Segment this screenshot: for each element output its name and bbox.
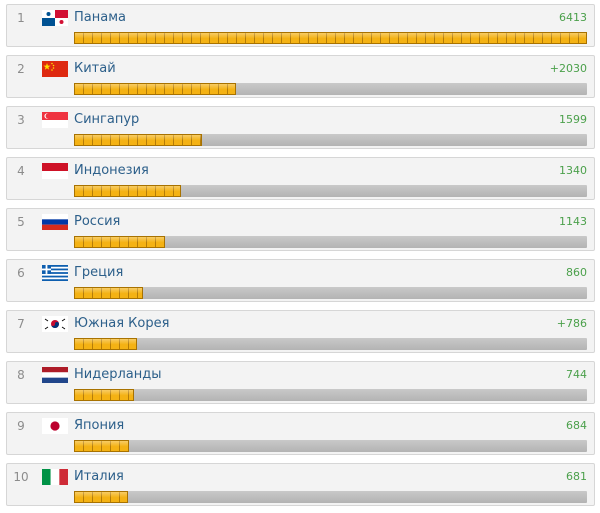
country-name[interactable]: Южная Корея <box>74 316 170 331</box>
country-name[interactable]: Россия <box>74 214 121 229</box>
progress-bar-fill <box>74 83 236 95</box>
progress-bar-track <box>74 440 587 452</box>
ranking-value: 744 <box>566 368 587 381</box>
netherlands-flag-icon <box>42 367 68 383</box>
progress-bar-track <box>74 389 587 401</box>
ranking-row: 3 Сингапур 1599 <box>6 106 595 149</box>
panama-flag-icon <box>42 10 68 26</box>
ranking-row: 5 Россия 1143 <box>6 208 595 251</box>
country-name[interactable]: Индонезия <box>74 163 149 178</box>
ranking-value: 1599 <box>559 113 587 126</box>
progress-bar-fill <box>74 491 128 503</box>
country-name[interactable]: Сингапур <box>74 112 140 127</box>
ranking-value: +786 <box>556 317 587 330</box>
china-flag-icon <box>42 61 68 77</box>
progress-bar-track <box>74 491 587 503</box>
ranking-row: 2 Китай +2030 <box>6 55 595 98</box>
ranking-row: 8 Нидерланды 744 <box>6 361 595 404</box>
country-name[interactable]: Китай <box>74 61 116 76</box>
ranking-value: 6413 <box>559 11 587 24</box>
ranking-value: 681 <box>566 470 587 483</box>
progress-bar-fill <box>74 134 202 146</box>
italy-flag-icon <box>42 469 68 485</box>
progress-bar-fill <box>74 236 165 248</box>
progress-bar-track <box>74 185 587 197</box>
country-name[interactable]: Япония <box>74 418 125 433</box>
ranking-row: 7 Южная Корея +786 <box>6 310 595 353</box>
ranking-value: 684 <box>566 419 587 432</box>
ranking-row: 10 Италия 681 <box>6 463 595 506</box>
country-name[interactable]: Нидерланды <box>74 367 162 382</box>
progress-bar-fill <box>74 287 143 299</box>
progress-bar-fill <box>74 185 181 197</box>
progress-bar-track <box>74 83 587 95</box>
progress-bar-track <box>74 338 587 350</box>
progress-bar-fill <box>74 338 137 350</box>
russia-flag-icon <box>42 214 68 230</box>
progress-bar-track <box>74 134 587 146</box>
progress-bar-fill <box>74 32 587 44</box>
rank-number: 5 <box>17 215 25 229</box>
singapore-flag-icon <box>42 112 68 128</box>
rank-number: 10 <box>13 470 29 484</box>
rank-number: 3 <box>17 113 25 127</box>
progress-bar-fill <box>74 440 129 452</box>
greece-flag-icon <box>42 265 68 281</box>
rank-number: 1 <box>17 11 25 25</box>
ranking-row: 1 Панама 6413 <box>6 4 595 47</box>
country-name[interactable]: Панама <box>74 10 126 25</box>
ranking-row: 9 Япония 684 <box>6 412 595 455</box>
progress-bar-track <box>74 236 587 248</box>
rank-number: 4 <box>17 164 25 178</box>
progress-bar-track <box>74 287 587 299</box>
japan-flag-icon <box>42 418 68 434</box>
ranking-value: 1340 <box>559 164 587 177</box>
indonesia-flag-icon <box>42 163 68 179</box>
ranking-value: +2030 <box>549 62 587 75</box>
rank-number: 2 <box>17 62 25 76</box>
progress-bar-track <box>74 32 587 44</box>
south-korea-flag-icon <box>42 316 68 332</box>
country-name[interactable]: Греция <box>74 265 124 280</box>
ranking-value: 860 <box>566 266 587 279</box>
rank-number: 9 <box>17 419 25 433</box>
progress-bar-fill <box>74 389 134 401</box>
ranking-value: 1143 <box>559 215 587 228</box>
country-name[interactable]: Италия <box>74 469 124 484</box>
rank-number: 7 <box>17 317 25 331</box>
rank-number: 8 <box>17 368 25 382</box>
ranking-row: 6 Греция 860 <box>6 259 595 302</box>
ranking-row: 4 Индонезия 1340 <box>6 157 595 200</box>
rank-number: 6 <box>17 266 25 280</box>
